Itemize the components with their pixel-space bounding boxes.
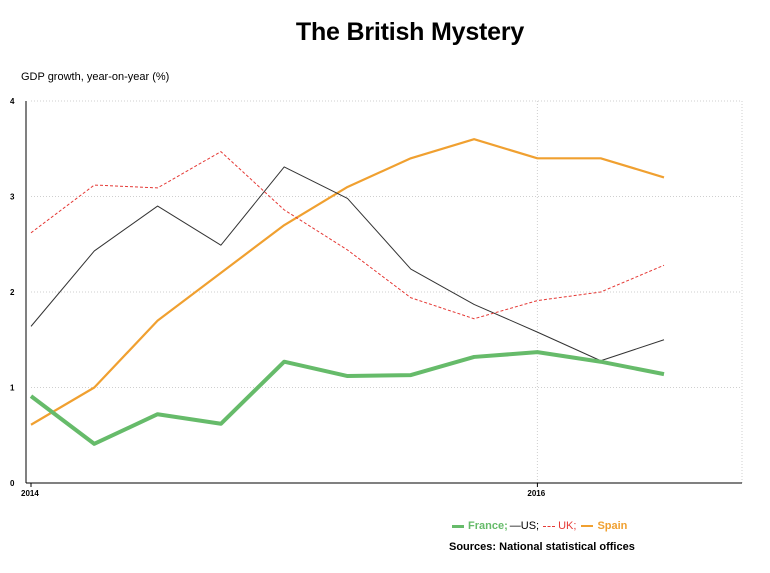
chart-grid [31,100,743,483]
y-tick-label: 3 [10,193,15,202]
series-line-spain [30,138,665,426]
y-tick-label: 0 [10,479,15,488]
series-line-us [30,166,665,362]
x-tick-label: 2016 [527,489,545,498]
legend-swatch-spain [581,525,594,527]
x-tick-label: 2014 [21,489,39,498]
chart-title: The British Mystery [295,18,525,46]
y-tick-label: 1 [10,384,15,393]
y-tick-label: 2 [10,288,15,297]
chart-legend: France; —US; UK; Spain [452,520,627,532]
legend-label-uk: UK; [558,520,577,532]
y-axis-label: GDP growth, year-on-year (%) [21,71,170,83]
series-line-france [29,350,665,446]
legend-swatch-uk [543,525,556,527]
chart-axes: 0 1 2 3 4 2014 2016 [10,97,742,498]
chart-series [29,138,665,446]
legend-swatch-france [452,524,464,528]
legend-label-spain: Spain [597,520,628,532]
series-line-uk [30,151,665,320]
legend-label-us: —US; [509,520,540,532]
source-note: Sources: National statistical offices [449,541,635,553]
legend-label-france: France; [468,520,508,532]
y-tick-label: 4 [10,97,15,106]
